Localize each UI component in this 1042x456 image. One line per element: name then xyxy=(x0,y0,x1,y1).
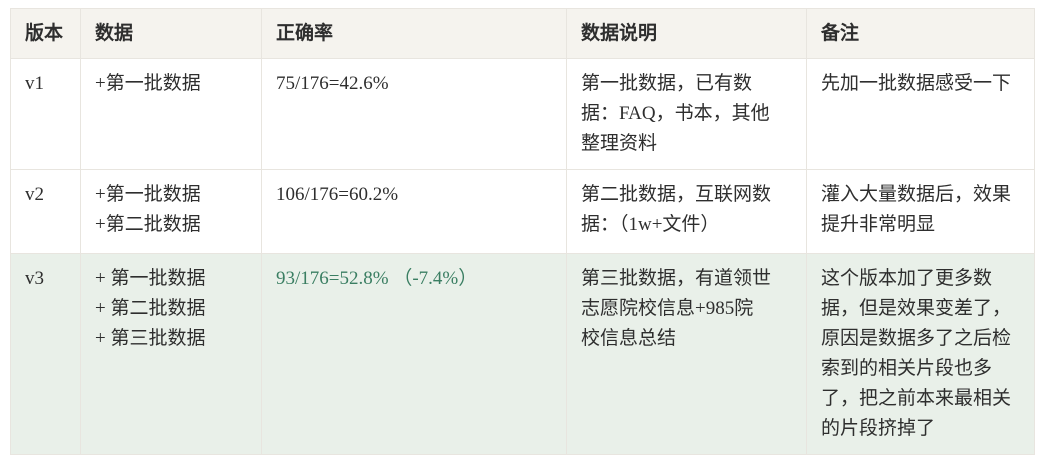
cell-version-v2: v2 xyxy=(10,169,81,254)
cell-note-v1: 先加一批数据感受一下 xyxy=(806,58,1035,170)
table-row-v2: v2 +第一批数据 +第二批数据 106/176=60.2% 第二批数据，互联网… xyxy=(10,169,1035,254)
cell-accuracy-v1: 75/176=42.6% xyxy=(261,58,567,170)
cell-data-v3: + 第一批数据 + 第二批数据 + 第三批数据 xyxy=(80,253,262,455)
cell-data-v2: +第一批数据 +第二批数据 xyxy=(80,169,262,254)
version-evaluation-table-container: 版本 数据 正确率 数据说明 备注 v1 +第一批数据 75/176=42.6%… xyxy=(10,8,1035,455)
cell-version-v3: v3 xyxy=(10,253,81,455)
cell-data-v1: +第一批数据 xyxy=(80,58,262,170)
column-header-accuracy: 正确率 xyxy=(261,8,567,59)
cell-note-v2: 灌入大量数据后，效果 提升非常明显 xyxy=(806,169,1035,254)
cell-accuracy-v3: 93/176=52.8% （-7.4%） xyxy=(261,253,567,455)
table-row-v3-highlighted: v3 + 第一批数据 + 第二批数据 + 第三批数据 93/176=52.8% … xyxy=(10,253,1035,455)
table-row-v1: v1 +第一批数据 75/176=42.6% 第一批数据，已有数 据：FAQ，书… xyxy=(10,58,1035,170)
column-header-version: 版本 xyxy=(10,8,81,59)
header-row: 版本 数据 正确率 数据说明 备注 xyxy=(10,8,1035,59)
cell-version-v1: v1 xyxy=(10,58,81,170)
cell-accuracy-v2: 106/176=60.2% xyxy=(261,169,567,254)
version-evaluation-table: 版本 数据 正确率 数据说明 备注 v1 +第一批数据 75/176=42.6%… xyxy=(10,8,1035,455)
cell-description-v2: 第二批数据，互联网数 据：（1w+文件） xyxy=(566,169,807,254)
column-header-note: 备注 xyxy=(806,8,1035,59)
cell-description-v1: 第一批数据，已有数 据：FAQ，书本，其他 整理资料 xyxy=(566,58,807,170)
column-header-description: 数据说明 xyxy=(566,8,807,59)
column-header-data: 数据 xyxy=(80,8,262,59)
cell-description-v3: 第三批数据，有道领世 志愿院校信息+985院 校信息总结 xyxy=(566,253,807,455)
cell-note-v3: 这个版本加了更多数 据，但是效果变差了， 原因是数据多了之后检 索到的相关片段也… xyxy=(806,253,1035,455)
